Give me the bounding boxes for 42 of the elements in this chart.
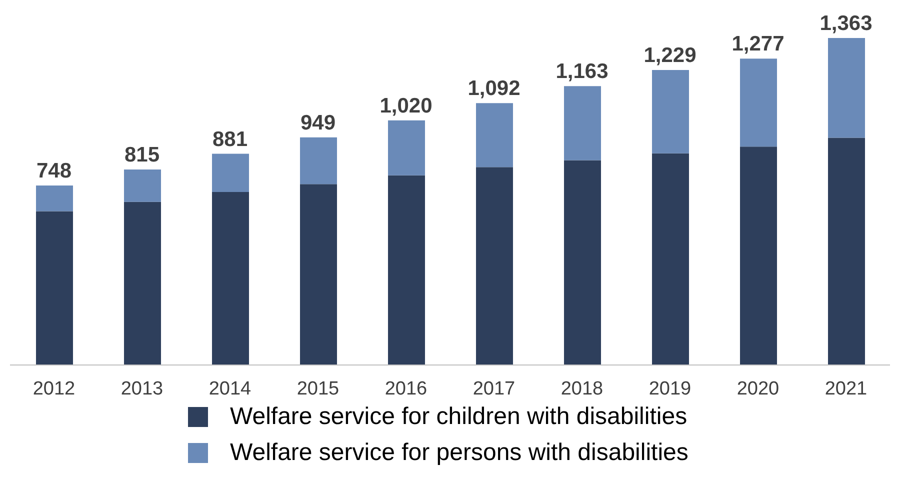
x-tick-label: 2019 [648,378,692,400]
bar [388,120,425,176]
bar [212,192,249,365]
x-tick-label: 2014 [208,378,252,400]
x-tick-label: 2015 [296,378,340,400]
bar [36,185,73,212]
x-tick-label: 2016 [384,378,428,400]
bar [124,169,161,202]
x-tick-label: 2021 [824,378,868,400]
x-tick-label: 2017 [472,378,516,400]
x-tick-label: 2013 [120,378,164,400]
bar [388,175,425,365]
bar [740,58,777,147]
bar [740,146,777,365]
legend-label: Welfare service for persons with disabilities [230,439,688,467]
bar [212,154,249,192]
legend-label: Welfare service for children with disabilities [230,403,688,431]
bar [564,160,601,365]
bar [36,211,73,365]
annotation: 1,092 [468,77,520,100]
annotation: 949 [300,111,336,134]
bar [828,38,865,138]
x-tick-label: 2012 [32,378,76,400]
annotation: 1,277 [732,32,784,56]
annotation: 1,163 [556,60,608,84]
bar [476,167,513,365]
bar [564,86,601,160]
bar [476,103,513,168]
annotation: 1,363 [820,12,872,35]
bar [124,202,161,365]
bar [652,70,689,154]
x-tick-label: 2020 [736,378,780,400]
x-tick-label: 2018 [560,378,604,400]
bar [652,153,689,365]
bar [300,137,337,184]
annotation: 748 [36,159,72,182]
annotation: 1,229 [644,44,696,68]
bar [828,138,865,365]
annotation: 815 [124,143,160,166]
annotation: 1,020 [380,94,432,118]
annotation: 881 [212,128,248,151]
bar [300,184,337,365]
